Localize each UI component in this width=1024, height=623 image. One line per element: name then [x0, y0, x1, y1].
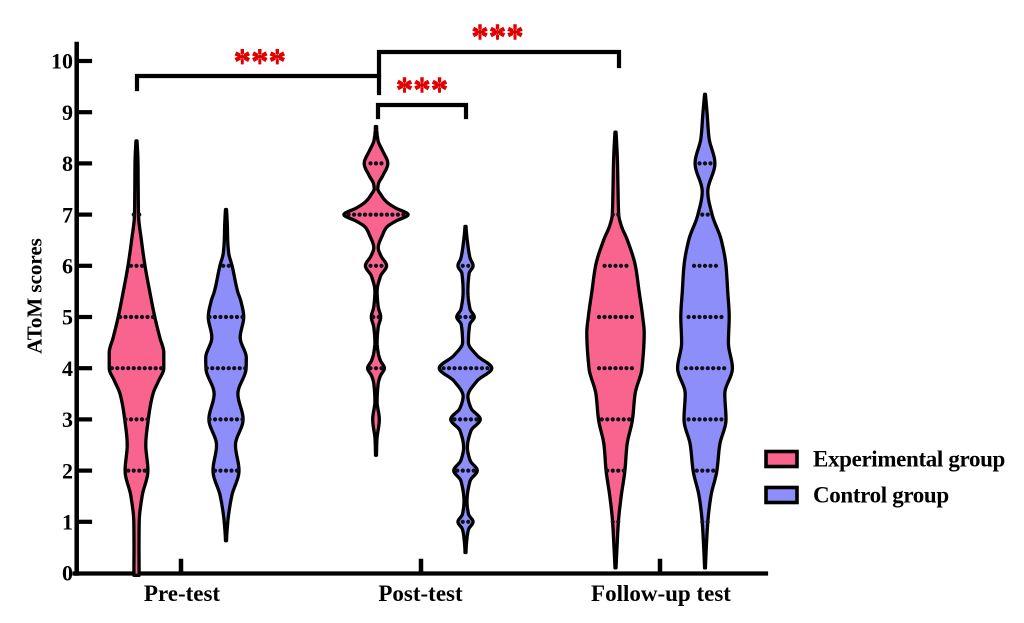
svg-text:Experimental group: Experimental group: [813, 447, 1005, 472]
svg-text:0: 0: [62, 561, 73, 586]
svg-text:3: 3: [62, 407, 73, 432]
svg-text:1: 1: [62, 510, 73, 535]
svg-text:8: 8: [62, 151, 73, 176]
svg-text:Control group: Control group: [813, 483, 949, 508]
svg-text:7: 7: [62, 202, 73, 227]
svg-text:10: 10: [51, 49, 73, 74]
svg-text:Follow-up test: Follow-up test: [591, 581, 731, 606]
svg-text:AToM scores: AToM scores: [23, 238, 47, 354]
svg-text:2: 2: [62, 458, 73, 483]
svg-text:Post-test: Post-test: [378, 581, 463, 606]
svg-text:6: 6: [62, 254, 73, 279]
svg-text:9: 9: [62, 100, 73, 125]
svg-text:5: 5: [62, 305, 73, 330]
svg-text:4: 4: [62, 356, 73, 381]
svg-text:Pre-test: Pre-test: [144, 581, 221, 606]
